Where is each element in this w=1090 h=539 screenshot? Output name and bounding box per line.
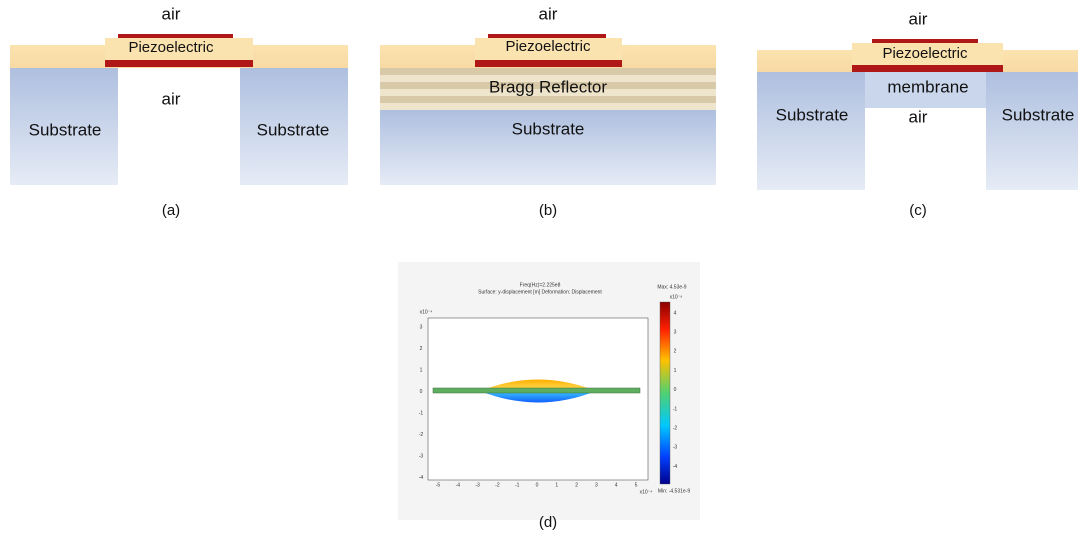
figure: air Piezoelectric air Substrate Substrat… [0, 0, 1090, 539]
x-tick-label: -5 [436, 482, 441, 488]
x-tick-label: 5 [635, 482, 638, 488]
x-tick-label: 1 [555, 482, 558, 488]
caption: (a) [162, 202, 180, 219]
colorbar-exponent: x10⁻⁹ [670, 294, 683, 300]
plot-title: Freq(Hz)=2.225e8 [520, 282, 561, 288]
colorbar-tick-label: 1 [674, 368, 677, 374]
caption: (c) [909, 202, 927, 219]
top-electrode [118, 34, 233, 38]
bragg-layer [380, 103, 716, 110]
substrate [757, 72, 865, 190]
label: air [162, 4, 181, 23]
x-tick-label: -3 [475, 482, 480, 488]
label: air [162, 89, 181, 108]
label: air [909, 107, 928, 126]
x-tick-label: -2 [495, 482, 500, 488]
colorbar [660, 302, 670, 484]
y-tick-label: -4 [419, 475, 424, 481]
bragg-layer [380, 96, 716, 103]
label: Piezoelectric [128, 39, 214, 56]
bottom-electrode [475, 60, 622, 67]
substrate [986, 72, 1078, 190]
bottom-electrode [852, 65, 1003, 72]
label: Piezoelectric [882, 45, 968, 62]
y-tick-label: 1 [420, 367, 423, 373]
bragg-layer [380, 68, 716, 75]
caption: (b) [539, 202, 557, 219]
panel-a: air Piezoelectric air Substrate Substrat… [10, 4, 348, 218]
y-tick-label: -1 [419, 410, 424, 416]
top-electrode [872, 39, 978, 43]
x-exponent: x10⁻⁴ [640, 489, 653, 495]
label: Bragg Reflector [489, 77, 607, 96]
x-tick-label: -4 [456, 482, 461, 488]
colorbar-tick-label: 4 [674, 310, 677, 316]
plot-subtitle: Surface: y-displacement [m] Deformation:… [478, 289, 602, 295]
colorbar-tick-label: 0 [674, 387, 677, 393]
colorbar-tick-label: 2 [674, 349, 677, 355]
max-label: Max: 4.53e-9 [657, 284, 686, 290]
label: air [909, 9, 928, 28]
y-tick-label: -3 [419, 453, 424, 459]
x-tick-label: -1 [515, 482, 520, 488]
caption: (d) [539, 514, 557, 531]
label: air [539, 4, 558, 23]
resonator-strip [433, 388, 640, 393]
panel-b: air Piezoelectric Bragg Reflector Substr… [380, 4, 716, 218]
x-tick-label: 0 [536, 482, 539, 488]
label: Piezoelectric [505, 38, 591, 55]
colorbar-tick-label: -3 [673, 445, 678, 451]
x-tick-label: 2 [575, 482, 578, 488]
panel-d: Freq(Hz)=2.225e8 Surface: y-displacement… [398, 262, 700, 531]
label: Substrate [776, 105, 849, 124]
min-label: Min: -4.531e-9 [658, 488, 690, 494]
colorbar-tick-label: -1 [673, 406, 678, 412]
x-tick-label: 3 [595, 482, 598, 488]
label: Substrate [512, 119, 585, 138]
y-tick-label: -2 [419, 432, 424, 438]
y-exponent: x10⁻⁴ [420, 309, 433, 315]
label: membrane [887, 77, 968, 96]
y-tick-label: 2 [420, 346, 423, 352]
y-tick-label: 3 [420, 324, 423, 330]
label: Substrate [257, 120, 330, 139]
colorbar-tick-label: -2 [673, 426, 678, 432]
colorbar-tick-label: -4 [673, 464, 678, 470]
label: Substrate [1002, 105, 1075, 124]
y-tick-label: 0 [420, 389, 423, 395]
bottom-electrode [105, 60, 253, 67]
panel-c: air Piezoelectric membrane air Substrate… [757, 9, 1078, 218]
colorbar-tick-label: 3 [674, 330, 677, 336]
x-tick-label: 4 [615, 482, 618, 488]
label: Substrate [29, 120, 102, 139]
